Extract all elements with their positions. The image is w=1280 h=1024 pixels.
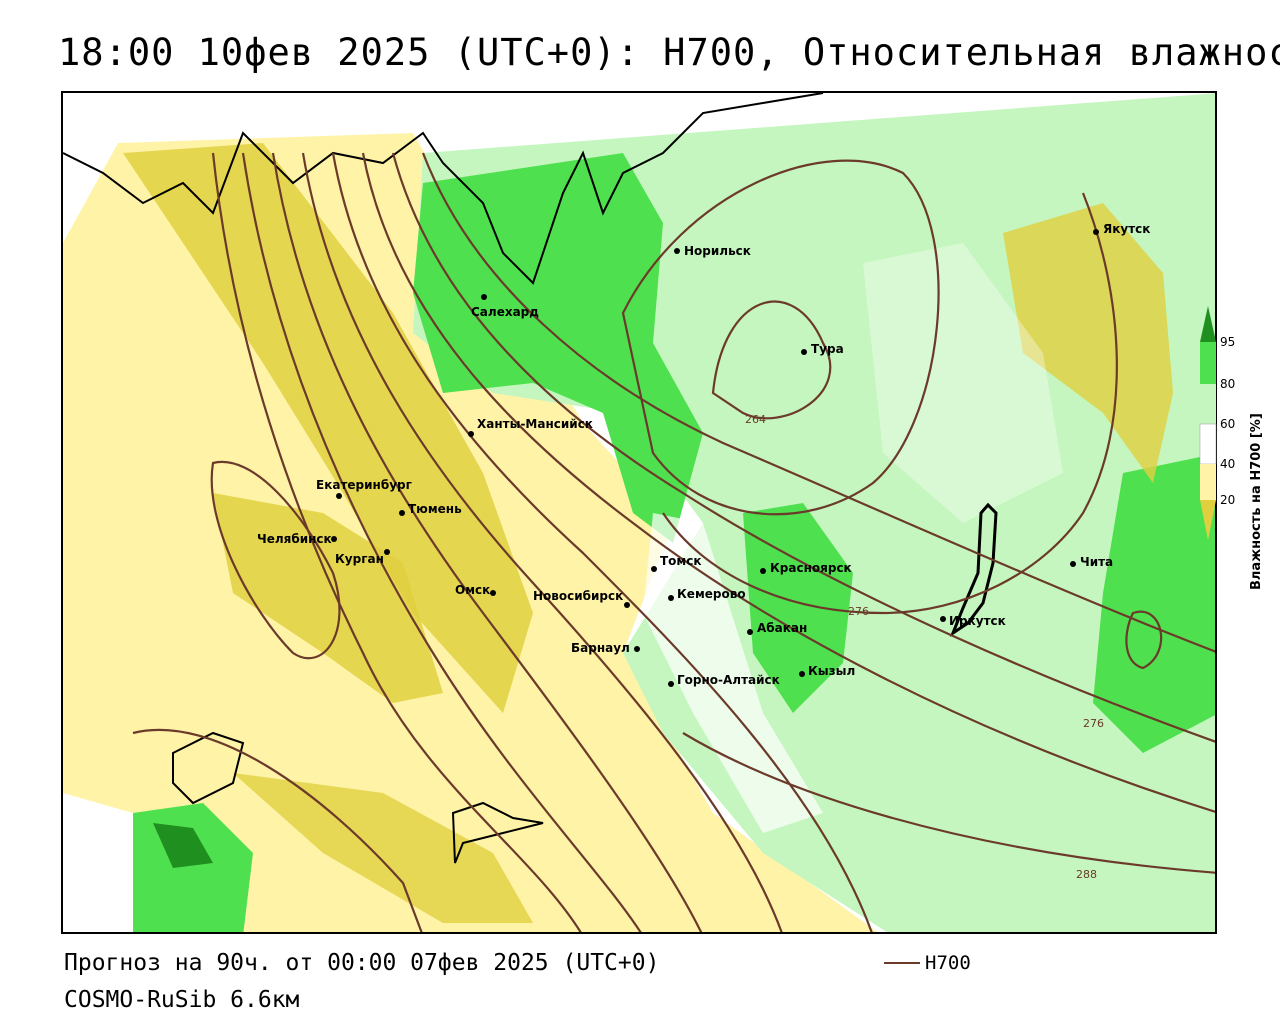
- city-omsk: Омск: [455, 583, 496, 597]
- white-gap: [643, 513, 823, 833]
- forecast-info: Прогноз на 90ч. от 00:00 07фев 2025 (UTC…: [64, 950, 660, 976]
- h700-contours: [132, 152, 1215, 932]
- city-label: Чита: [1080, 555, 1113, 569]
- colorbar-tick: 40: [1220, 457, 1235, 471]
- city-chelyabinsk: Челябинск: [257, 532, 337, 546]
- city-abakan: Абакан: [747, 621, 807, 635]
- city-label: Барнаул: [571, 641, 630, 655]
- city-tomsk: Томск: [651, 554, 702, 572]
- city-label: Норильск: [684, 244, 751, 258]
- city-khanty-mansiysk: Ханты-Мансийск: [468, 417, 593, 437]
- city-label: Кызыл: [808, 664, 855, 678]
- white-gap-2: [863, 243, 1063, 523]
- city-norilsk: Норильск: [674, 244, 751, 258]
- city-yekaterinburg: Екатеринбург: [316, 478, 412, 499]
- contour-label: 264: [745, 413, 766, 426]
- city-kemerovo: Кемерово: [668, 587, 746, 601]
- city-label: Иркутск: [949, 614, 1006, 628]
- colorbar-tick: 95: [1220, 335, 1235, 349]
- city-kurgan: Курган: [335, 549, 390, 566]
- city-barnaul: Барнаул: [571, 641, 640, 655]
- colorbar-band-80-95: [1200, 342, 1216, 384]
- city-novosibirsk: Новосибирск: [533, 589, 630, 608]
- city-label: Красноярск: [770, 561, 852, 575]
- colorbar-band-60-80: [1200, 384, 1216, 424]
- wet-region-east: [1093, 453, 1215, 753]
- h700-legend-line: [884, 962, 920, 964]
- balkhash-coast: [451, 801, 544, 864]
- city-chita: Чита: [1070, 555, 1113, 569]
- city-label: Курган: [335, 552, 384, 566]
- contour-label: 276: [1083, 717, 1104, 730]
- colorbar-band-40-60: [1199, 423, 1217, 465]
- h700-legend-label: H700: [925, 952, 971, 974]
- city-label: Якутск: [1103, 222, 1150, 236]
- city-gorno-altaysk: Горно-Алтайск: [668, 673, 780, 687]
- colorbar-tick: 60: [1220, 417, 1235, 431]
- baikal-lake: [949, 502, 998, 637]
- city-label: Абакан: [757, 621, 807, 635]
- wet-region-center: [743, 503, 853, 713]
- colorbar-tick: 20: [1220, 493, 1235, 507]
- city-label: Тура: [811, 342, 844, 356]
- city-label: Челябинск: [257, 532, 332, 546]
- colorbar-title: Влажность на H700 [%]: [1249, 413, 1264, 590]
- city-label: Тюмень: [408, 502, 462, 516]
- city-irkutsk: Иркутск: [940, 614, 1006, 628]
- map-title: 18:00 10фев 2025 (UTC+0): H700, Относите…: [58, 31, 1280, 74]
- city-salekhard: Салехард: [471, 294, 539, 319]
- city-label: Омск: [455, 583, 490, 597]
- city-krasnoyarsk: Красноярск: [760, 561, 852, 575]
- very-dry-band-3: [233, 773, 533, 923]
- caspian-coast: [172, 731, 245, 805]
- city-yakutsk: Якутск: [1093, 222, 1150, 236]
- humidity-colorbar: 95 80 60 40 20 Влажность на H700 [%]: [1199, 306, 1264, 590]
- city-kyzyl: Кызыл: [799, 664, 855, 678]
- city-markers: Якутск Норильск Салехард Тура Ханты-Манс…: [257, 222, 1150, 687]
- colorbar-top-triangle: [1200, 306, 1216, 342]
- very-wet-spot: [153, 823, 213, 868]
- colorbar-bottom-triangle: [1200, 500, 1216, 540]
- contour-label: 288: [1076, 868, 1097, 881]
- city-label: Горно-Алтайск: [677, 673, 780, 687]
- city-label: Екатеринбург: [316, 478, 412, 492]
- city-label: Салехард: [471, 305, 539, 319]
- city-tura: Тура: [801, 342, 844, 356]
- wet-region-north: [413, 153, 703, 543]
- colorbar-band-20-40: [1200, 464, 1216, 500]
- very-dry-band: [123, 143, 533, 713]
- coastline-north: [63, 93, 824, 285]
- contour-labels: 264 276 276 288: [745, 413, 1104, 881]
- city-tyumen: Тюмень: [399, 502, 462, 516]
- city-label: Томск: [660, 554, 702, 568]
- colorbar-tick: 80: [1220, 377, 1235, 391]
- model-name: COSMO-RuSib 6.6км: [64, 987, 300, 1013]
- humidity-map: 264 276 276 288 Якутск Норильск Салехард…: [63, 93, 1215, 932]
- dry-region-east: [1003, 203, 1173, 483]
- contour-label: 276: [848, 605, 869, 618]
- city-label: Новосибирск: [533, 589, 623, 603]
- map-frame: 264 276 276 288 Якутск Норильск Салехард…: [61, 91, 1217, 934]
- city-label: Кемерово: [677, 587, 746, 601]
- very-dry-band-2: [213, 493, 443, 703]
- city-label: Ханты-Мансийск: [477, 417, 593, 431]
